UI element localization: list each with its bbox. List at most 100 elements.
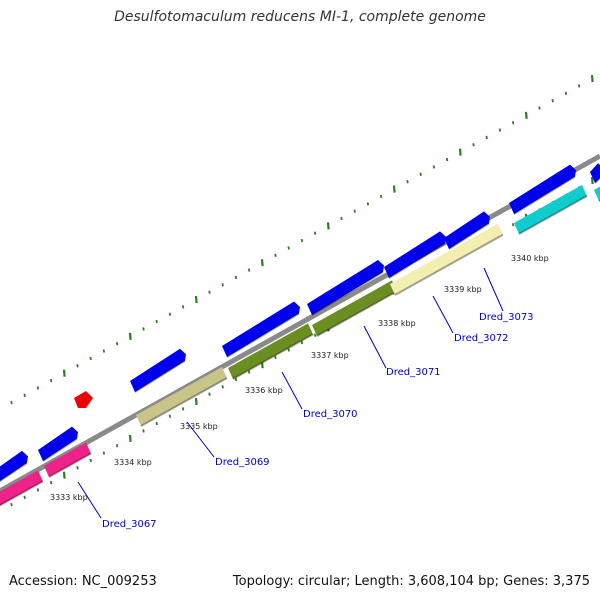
outer-tick [577,84,581,88]
outer-tick [234,275,238,280]
olive-feature[interactable] [228,323,313,379]
inner-tick [115,444,119,448]
inner-tick [128,434,132,442]
kbp-label-3337: 3337 kbp [311,351,349,360]
outer-tick-marks [10,74,594,405]
feature-track [0,163,600,507]
inner-tick [221,385,224,389]
cds-forward-arrow[interactable] [590,163,600,183]
gene-label-dred-3071[interactable]: Dred_3071 [386,367,441,378]
outer-tick [419,172,422,176]
outer-tick [551,98,554,103]
outer-tick [353,209,356,213]
cds-forward-arrow-shadow [134,359,186,393]
cds-forward-arrow-shadow [42,437,78,462]
outer-tick [221,283,224,287]
magenta-feature[interactable] [0,470,43,507]
cds-forward-arrow[interactable] [509,164,576,214]
olive-feature[interactable] [312,280,397,336]
inner-tick [142,429,145,433]
cds-forward-arrow[interactable] [307,260,384,315]
inner-tick [274,355,277,359]
outer-tick [194,295,198,304]
gene-label-connector [281,371,303,410]
inner-tick [194,397,198,406]
genome-summary-text: Topology: circular; Length: 3,608,104 bp… [232,574,590,589]
accession-text: Accession: NC_009253 [9,574,157,589]
gene-label-connector [77,481,102,519]
khaki-feature[interactable] [136,367,227,426]
outer-tick [340,216,343,221]
outer-tick [115,342,119,346]
inner-tick [23,495,26,499]
cds-forward-arrow[interactable] [130,348,186,392]
outer-tick [313,231,317,235]
cds-forward-arrow[interactable] [0,450,28,483]
inner-tick [62,471,66,479]
outer-tick [23,393,26,397]
outer-tick [538,106,541,110]
inner-tick [49,480,53,485]
outer-tick [10,400,13,405]
outer-tick [392,185,396,193]
inner-tick [234,377,238,382]
gene-label-connector [432,295,454,334]
kbp-label-3339: 3339 kbp [444,285,482,294]
inner-tick [208,392,211,396]
inner-tick [168,414,172,418]
outer-tick [458,148,462,156]
outer-tick [287,246,290,250]
red-feature-marker[interactable] [74,391,93,408]
lightyellow-feature[interactable] [390,223,503,295]
outer-tick [498,128,502,132]
inner-tick [36,488,40,492]
inner-tick [247,370,251,374]
cds-forward-arrow[interactable] [38,426,78,461]
outer-tick [247,268,251,272]
cds-forward-arrow-shadow [448,222,490,250]
inner-tick [313,333,317,337]
outer-tick [62,369,66,377]
inner-tick-marks [10,176,594,507]
kbp-label-3335: 3335 kbp [180,422,218,431]
outer-tick [208,290,211,294]
outer-tick [36,386,40,390]
cds-forward-arrow[interactable] [444,211,490,249]
cds-forward-arrow[interactable] [384,231,446,278]
outer-tick [128,332,132,340]
cds-forward-arrow-shadow [388,242,446,279]
inner-tick [76,466,79,470]
gene-label-dred-3070[interactable]: Dred_3070 [303,409,358,420]
cds-forward-arrow-shadow [226,312,300,358]
outer-tick [181,305,185,309]
gene-label-dred-3073[interactable]: Dred_3073 [479,312,534,323]
outer-tick [326,222,330,230]
outer-tick [432,165,436,169]
kbp-label-3340: 3340 kbp [511,254,549,263]
cyan-feature[interactable] [594,183,600,201]
olive-feature-shadow [232,333,314,380]
gene-label-dred-3067[interactable]: Dred_3067 [102,519,157,530]
gene-label-connector [186,421,215,458]
inner-tick [287,348,290,352]
map-title: Desulfotomaculum reducens MI-1, complete… [114,9,486,25]
outer-tick [590,74,594,83]
cds-forward-arrow[interactable] [222,301,300,357]
inner-tick [181,407,185,411]
inner-tick [300,340,304,345]
cyan-feature[interactable] [514,185,587,234]
outer-tick [379,194,383,199]
gene-label-dred-3069[interactable]: Dred_3069 [215,457,270,468]
cds-forward-arrow-shadow [594,176,600,184]
gene-label-dred-3072[interactable]: Dred_3072 [454,333,509,344]
inner-tick [511,223,515,227]
outer-tick [524,111,528,119]
outer-tick [472,143,475,147]
outer-tick [564,91,568,95]
khaki-feature-shadow [140,377,228,427]
kbp-label-3338: 3338 kbp [378,319,416,328]
outer-tick [155,319,158,324]
magenta-feature[interactable] [44,442,91,477]
outer-tick [445,157,449,162]
cds-forward-arrow-shadow [513,175,576,215]
